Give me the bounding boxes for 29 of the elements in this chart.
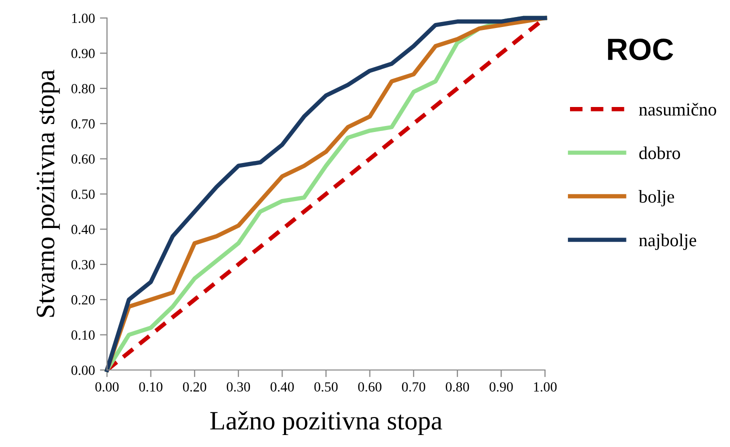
- x-tick-label: 0.60: [358, 382, 382, 392]
- y-tick-label: 0.90: [71, 48, 95, 58]
- y-tick-label: 0.70: [71, 119, 95, 129]
- legend-label: najbolje: [639, 234, 696, 250]
- y-tick-label: 0.00: [71, 366, 95, 376]
- x-tick-label: 0.20: [182, 382, 206, 392]
- y-tick-label: 0.10: [71, 330, 95, 340]
- y-tick-label: 0.60: [71, 154, 95, 164]
- x-tick-label: 0.70: [402, 382, 426, 392]
- y-axis-title: Stvarno pozitivna stopa: [36, 70, 60, 317]
- y-tick-label: 1.00: [72, 14, 95, 24]
- x-tick-label: 0.00: [95, 382, 119, 392]
- x-axis-title: Lažno pozitivna stopa: [210, 411, 442, 436]
- legend-label: dobro: [639, 146, 680, 160]
- x-tick-label: 0.30: [226, 382, 250, 392]
- legend-label: bolje: [638, 190, 674, 206]
- x-tick-label: 1.00: [534, 382, 557, 392]
- x-tick-label: 0.40: [270, 382, 294, 392]
- y-tick-label: 0.40: [71, 224, 95, 234]
- y-tick-label: 0.30: [71, 260, 95, 270]
- y-tick-label: 0.50: [71, 190, 95, 200]
- text: ROC: [608, 38, 674, 60]
- x-tick-label: 0.90: [490, 382, 513, 392]
- x-tick-label: 0.50: [314, 382, 338, 392]
- x-tick-label: 0.10: [139, 382, 162, 392]
- x-tick-label: 0.80: [446, 382, 470, 392]
- y-tick-label: 0.80: [71, 84, 95, 94]
- y-tick-label: 0.20: [71, 295, 95, 305]
- legend-label: nasumično: [639, 102, 716, 116]
